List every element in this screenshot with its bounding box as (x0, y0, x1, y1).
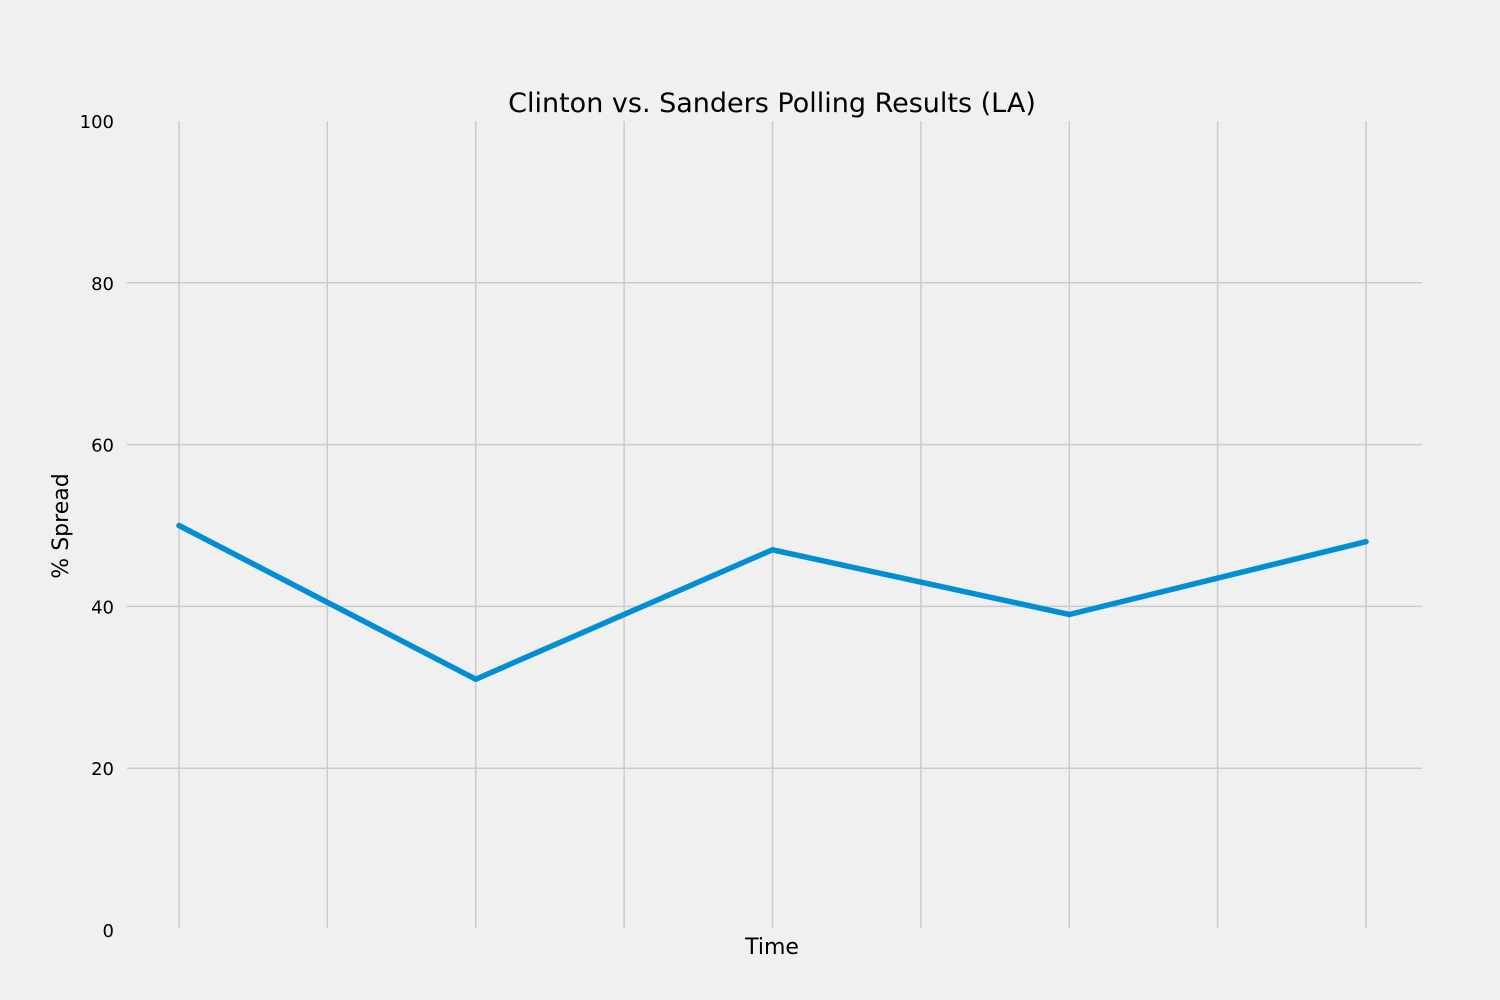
chart-title: Clinton vs. Sanders Polling Results (LA) (508, 88, 1036, 119)
y-tick-label: 0 (103, 921, 114, 942)
y-tick-label: 20 (91, 759, 114, 780)
y-tick-label: 80 (91, 274, 114, 295)
y-tick-label: 60 (91, 436, 114, 457)
y-tick-label: 100 (80, 112, 114, 133)
y-tick-label: 40 (91, 597, 114, 618)
y-axis-ticks: 0 20 40 60 80 100 (80, 112, 114, 942)
series-layer (176, 522, 1369, 682)
grid (127, 121, 1422, 928)
y-axis-label: % Spread (49, 473, 74, 578)
x-axis-label: Time (744, 935, 799, 960)
